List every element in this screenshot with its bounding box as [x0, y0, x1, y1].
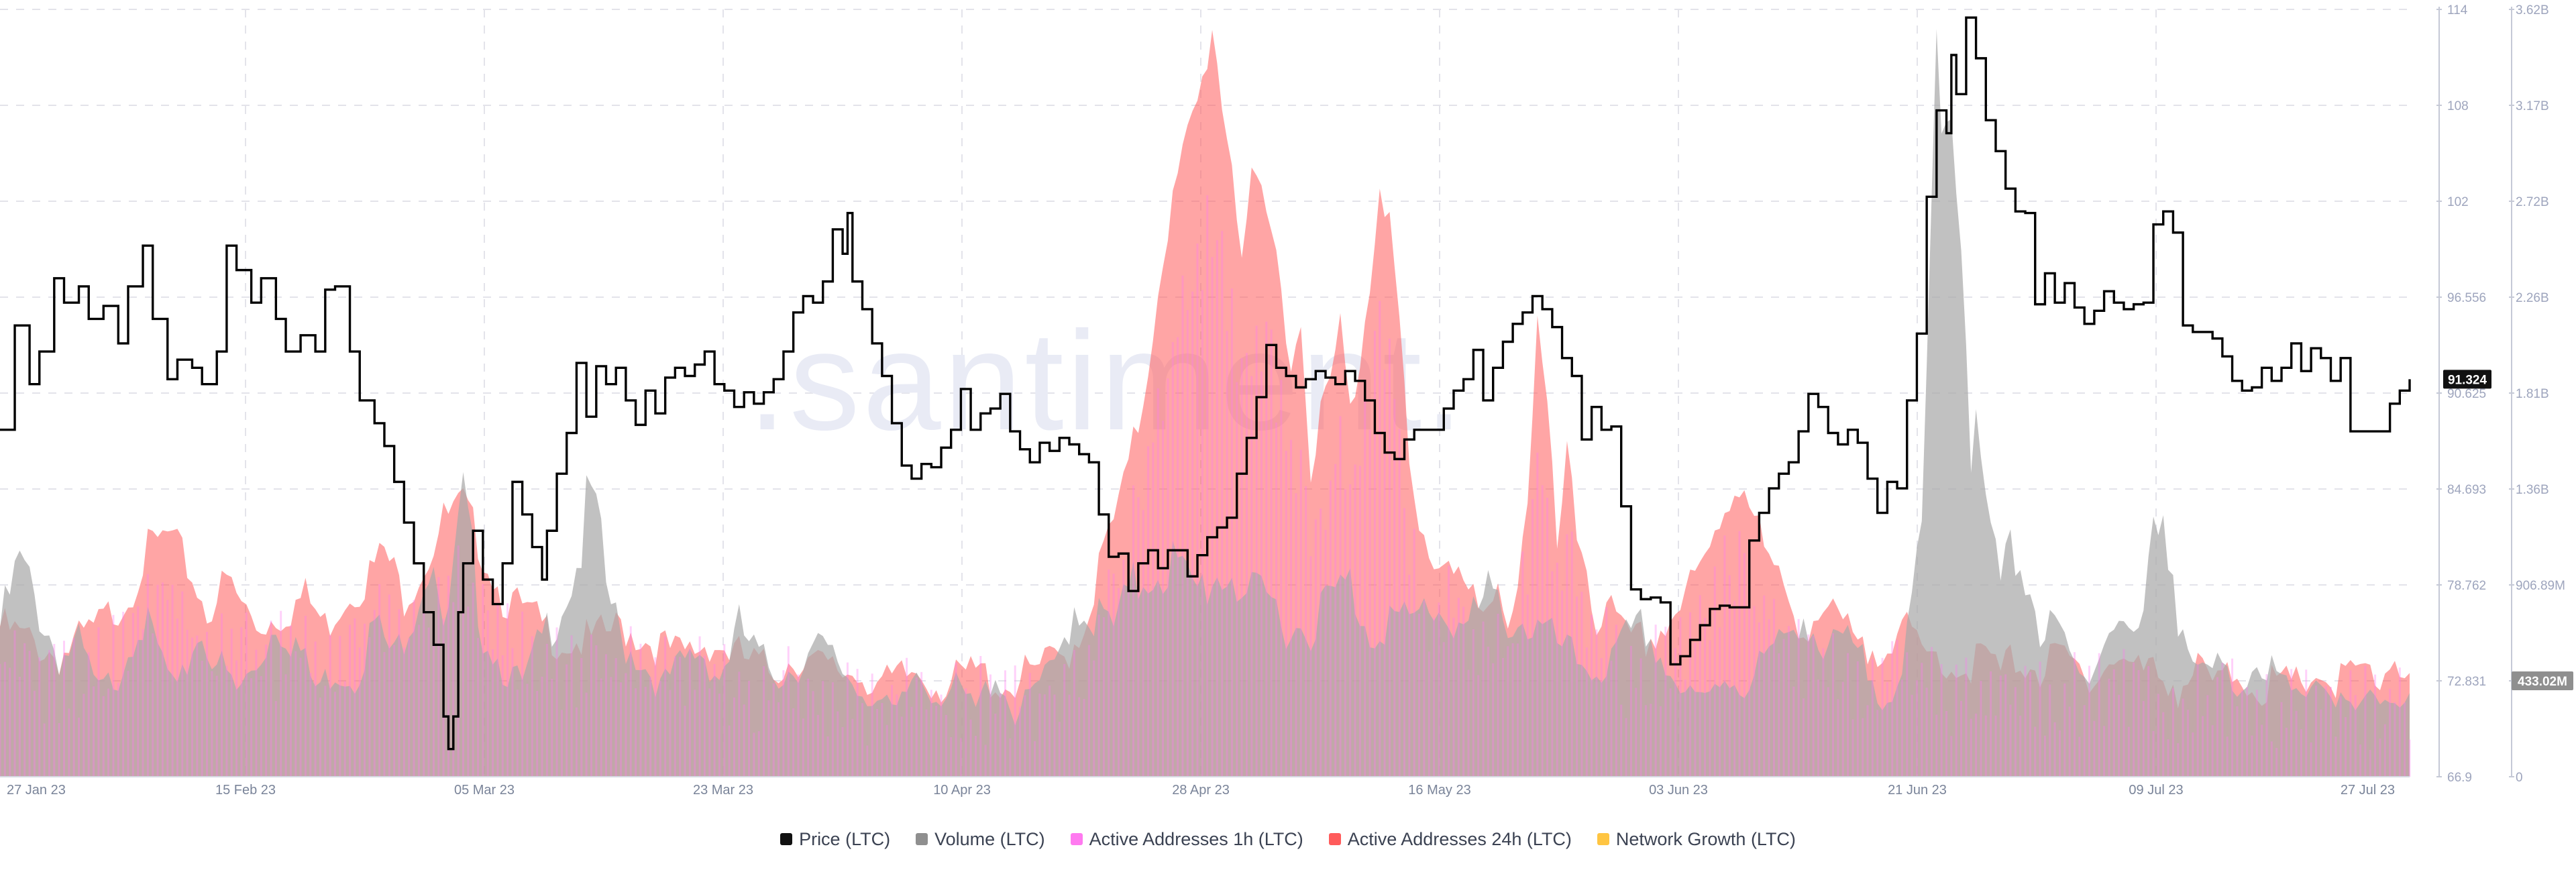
current-price-tag-bg	[2443, 370, 2491, 389]
legend-swatch	[780, 833, 793, 845]
price-tick-label: 72.831	[2447, 675, 2486, 689]
volume-tick-label: 1.36B	[2516, 483, 2549, 497]
legend-label: Volume (LTC)	[934, 828, 1045, 849]
volume-tick-label: 3.17B	[2516, 99, 2549, 113]
x-tick-label: 03 Jun 23	[1649, 783, 1708, 798]
volume-tick-label: 0	[2516, 771, 2523, 785]
price-tick-label: 66.9	[2447, 771, 2472, 785]
volume-tick-label: 906.89M	[2516, 579, 2565, 593]
x-tick-label: 16 May 23	[1408, 783, 1470, 798]
price-tick-label: 84.693	[2447, 483, 2486, 497]
volume-area	[0, 29, 2410, 777]
active-addresses-1h-bars	[0, 195, 2411, 777]
current-volume-label: 433.02M	[2518, 675, 2567, 689]
legend-swatch	[1597, 833, 1609, 845]
volume-tick-label: 2.26B	[2516, 291, 2549, 305]
legend-item[interactable]: Active Addresses 1h (LTC)	[1070, 828, 1303, 850]
x-tick-label: 09 Jul 23	[2129, 783, 2183, 798]
x-tick-label: 27 Jan 23	[7, 783, 66, 798]
volume-tick-label: 1.81B	[2516, 387, 2549, 401]
legend-swatch	[1070, 833, 1083, 845]
price-line	[0, 16, 2411, 751]
price-tick-label: 78.762	[2447, 579, 2486, 593]
legend-label: Network Growth (LTC)	[1615, 828, 1796, 849]
legend-swatch	[916, 833, 928, 845]
x-tick-label: 15 Feb 23	[215, 783, 276, 798]
series-layer	[0, 16, 2411, 777]
volume-tick-label: 3.62B	[2516, 3, 2549, 17]
legend-label: Price (LTC)	[799, 828, 891, 849]
price-tick-label: 96.556	[2447, 291, 2486, 305]
x-tick-label: 27 Jul 23	[2341, 783, 2395, 798]
x-tick-label: 28 Apr 23	[1172, 783, 1230, 798]
legend-item[interactable]: Active Addresses 24h (LTC)	[1328, 828, 1572, 850]
price-tick-label: 90.625	[2447, 387, 2486, 401]
legend-label: Active Addresses 1h (LTC)	[1089, 828, 1303, 849]
legend-label: Active Addresses 24h (LTC)	[1347, 828, 1572, 849]
price-tick-label: 114	[2447, 3, 2468, 17]
current-volume-tag-bg	[2512, 671, 2573, 690]
legend: Price (LTC) Volume (LTC) Active Addresses …	[0, 824, 2576, 855]
x-tick-label: 23 Mar 23	[693, 783, 753, 798]
legend-swatch	[1328, 833, 1341, 845]
axis-layer: 114 108 102 96.556 90.625 84.693 78.762 72.831 6…	[0, 3, 2573, 798]
current-volume-tag: 433.02M	[2512, 671, 2573, 690]
volume-tick-label: 2.72B	[2516, 195, 2549, 209]
price-tick-label: 102	[2447, 195, 2469, 209]
current-price-tag: 91.324	[2443, 370, 2491, 389]
current-price-label: 91.324	[2448, 373, 2487, 387]
legend-item[interactable]: Price (LTC)	[780, 829, 890, 850]
x-tick-label: 21 Jun 23	[1888, 783, 1947, 798]
price-tick-label: 108	[2447, 99, 2469, 113]
x-tick-label: 10 Apr 23	[933, 783, 991, 798]
active-addresses-24h-area	[0, 30, 2410, 777]
x-tick-label: 05 Mar 23	[454, 783, 515, 798]
legend-item[interactable]: Volume (LTC)	[916, 829, 1045, 850]
legend-item[interactable]: Network Growth (LTC)	[1597, 829, 1796, 850]
